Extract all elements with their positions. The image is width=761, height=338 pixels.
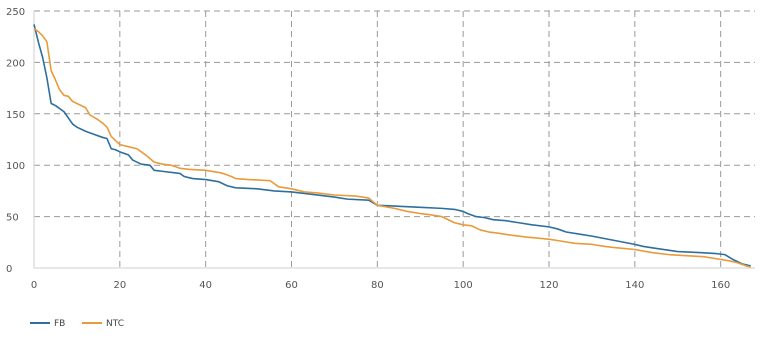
legend: FB NTC — [30, 319, 124, 329]
x-tick-label: 40 — [199, 280, 212, 291]
x-tick-label: 100 — [454, 280, 473, 291]
series-lines — [33, 24, 751, 268]
y-tick-label: 250 — [6, 7, 25, 18]
y-tick-label: 0 — [6, 264, 12, 275]
x-tick-label: 140 — [625, 280, 644, 291]
x-tick-label: 0 — [31, 280, 37, 291]
grid — [34, 10, 755, 268]
y-tick-label: 50 — [6, 213, 19, 224]
y-tick-label: 100 — [6, 161, 25, 172]
x-tick-label: 20 — [113, 280, 126, 291]
x-tick-label: 160 — [711, 280, 730, 291]
axes — [33, 11, 755, 269]
y-tick-label: 200 — [6, 58, 25, 69]
legend-label-fb: FB — [54, 319, 65, 329]
x-tick-label: 60 — [285, 280, 298, 291]
y-tick-label: 150 — [6, 110, 25, 121]
x-tick-label: 120 — [539, 280, 558, 291]
tick-labels: 0 20 40 60 80 100 120 140 160 0 50 100 150 200 250 — [6, 7, 730, 291]
series-line-fb — [33, 24, 751, 267]
legend-label-ntc: NTC — [106, 319, 124, 329]
x-tick-label: 80 — [371, 280, 384, 291]
series-line-ntc — [33, 27, 751, 268]
